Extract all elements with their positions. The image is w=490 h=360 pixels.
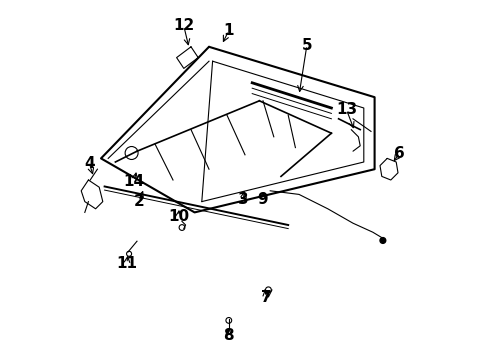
Text: 4: 4 [84,156,95,171]
Text: 10: 10 [168,208,189,224]
Text: 6: 6 [394,145,405,161]
Text: 12: 12 [173,18,195,33]
Text: 5: 5 [302,37,312,53]
Text: 8: 8 [223,328,234,343]
Text: 1: 1 [223,23,234,38]
Text: 2: 2 [133,194,144,209]
Text: 7: 7 [261,289,271,305]
Text: 13: 13 [336,102,357,117]
Circle shape [380,238,386,243]
Text: 11: 11 [117,256,137,271]
Text: 3: 3 [238,192,248,207]
Text: 9: 9 [257,192,268,207]
Text: 14: 14 [123,174,145,189]
